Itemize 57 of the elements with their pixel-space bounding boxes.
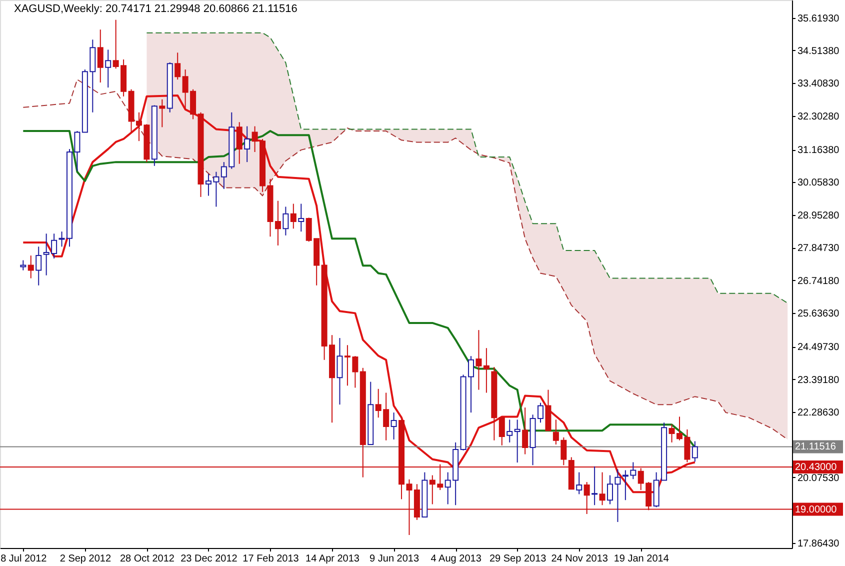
y-tick-label: 25.63630 [798, 308, 840, 320]
candlestick [298, 203, 304, 232]
y-tick-label: 20.07530 [798, 472, 840, 484]
y-tick-label: 24.49730 [798, 342, 840, 354]
candlestick [159, 98, 166, 128]
candlestick [476, 330, 482, 390]
x-tick-label: 23 Dec 2012 [180, 554, 238, 564]
y-tick-label: 30.05830 [798, 178, 840, 189]
candlestick [282, 206, 289, 236]
x-tick-label: 2 Sep 2012 [60, 554, 112, 564]
y-tick-label: 35.61930 [798, 13, 840, 24]
x-tick-label: 14 Apr 2013 [306, 554, 360, 564]
y-tick-label: 28.95280 [798, 210, 840, 222]
candlestick [390, 412, 397, 440]
candlestick [28, 255, 34, 279]
x-tick-label: 4 Aug 2013 [430, 554, 482, 564]
candlestick [236, 122, 242, 164]
x-tick-label: 29 Sep 2013 [489, 554, 547, 564]
y-tick-label: 33.40830 [798, 78, 840, 90]
line-series [22, 79, 788, 440]
candlestick [97, 29, 104, 84]
candlestick [105, 49, 112, 88]
candlestick [20, 260, 26, 271]
y-tick-label: 17.86430 [798, 538, 840, 550]
chart-title: XAGUSD,Weekly: 20.74171 21.29948 20.60866 21.11516 [14, 3, 298, 15]
y-tick-label: 26.74180 [798, 276, 840, 287]
ref-line-label: 19.00000 [795, 504, 838, 516]
candlestick [498, 417, 505, 446]
x-tick-label: 17 Feb 2013 [242, 554, 300, 564]
candlestick [522, 407, 528, 455]
candlestick [592, 466, 598, 506]
candlestick [174, 52, 181, 80]
y-tick-label: 34.51380 [798, 46, 840, 57]
y-tick-label: 31.16380 [798, 145, 840, 156]
x-tick-label: 19 Jan 2014 [614, 554, 670, 564]
candlestick [576, 472, 582, 495]
candlestick [599, 472, 606, 506]
x-tick-label: 28 Oct 2012 [120, 554, 175, 564]
candlestick [290, 203, 296, 230]
y-tick-label: 27.84730 [798, 243, 840, 254]
x-tick-label: 9 Jun 2013 [370, 554, 420, 564]
candlestick [336, 338, 343, 406]
y-tick-label: 23.39180 [798, 374, 840, 386]
candlestick [244, 126, 250, 163]
candlestick [36, 246, 42, 286]
line-series [22, 94, 696, 494]
ref-line-label: 20.43000 [795, 462, 838, 473]
x-tick-label: 8 Jul 2012 [0, 554, 48, 564]
candlestick [506, 419, 513, 443]
candlestick [514, 419, 520, 464]
ref-line-label: 21.11516 [795, 442, 836, 453]
line-series [146, 32, 788, 304]
candlestick [483, 348, 490, 394]
candlestick [692, 440, 698, 462]
y-tick-label: 32.30280 [798, 111, 840, 122]
y-tick-label: 22.28630 [798, 408, 840, 419]
x-tick-label: 24 Nov 2013 [551, 554, 608, 564]
